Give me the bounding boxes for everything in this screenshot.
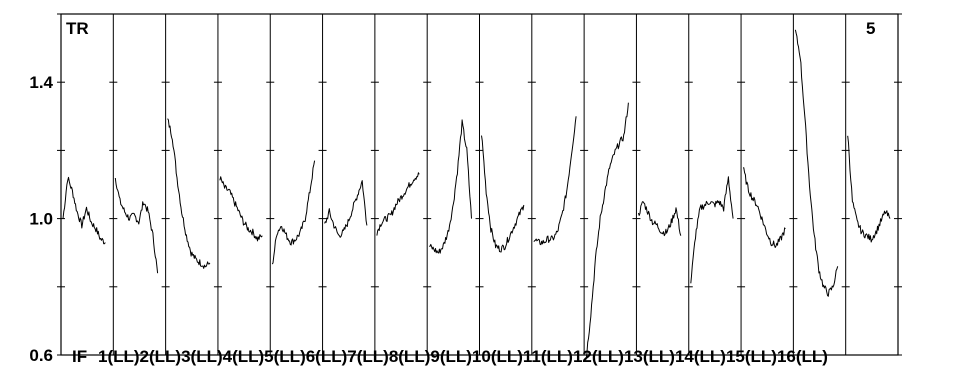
- plot-frame: [60, 13, 899, 356]
- series-line-11: [585, 102, 629, 360]
- series-line-8: [429, 119, 472, 254]
- series-line-3: [167, 118, 211, 269]
- series-line-5: [271, 160, 316, 265]
- category-labels: 1(LL)2(LL)3(LL)4(LL)5(LL)6(LL)7(LL)8(LL)…: [98, 347, 828, 366]
- segment-dividers: [112, 14, 847, 355]
- y-axis-labels: 0.6 1.0 1.4: [29, 73, 53, 365]
- series-line-14: [743, 167, 786, 248]
- series-line-13: [690, 176, 734, 284]
- series-line-15: [794, 29, 839, 297]
- series-line-6: [324, 180, 368, 238]
- y-tick-label: 1.4: [29, 73, 53, 92]
- series-line-1: [62, 176, 106, 245]
- series-line-9: [481, 135, 525, 253]
- series-line-12: [637, 201, 682, 237]
- corner-label-left: TR: [66, 19, 89, 38]
- series-line-2: [114, 177, 159, 274]
- series-line-16: [847, 135, 891, 243]
- series-line-4: [219, 176, 263, 242]
- y-tick-label: 0.6: [29, 346, 53, 365]
- series-line-7: [376, 172, 420, 236]
- series-group: [62, 29, 891, 360]
- series-line-10: [533, 116, 577, 246]
- category-prefix: IF: [72, 347, 87, 366]
- y-tick-label: 1.0: [29, 210, 53, 229]
- corner-label-right: 5: [866, 19, 875, 38]
